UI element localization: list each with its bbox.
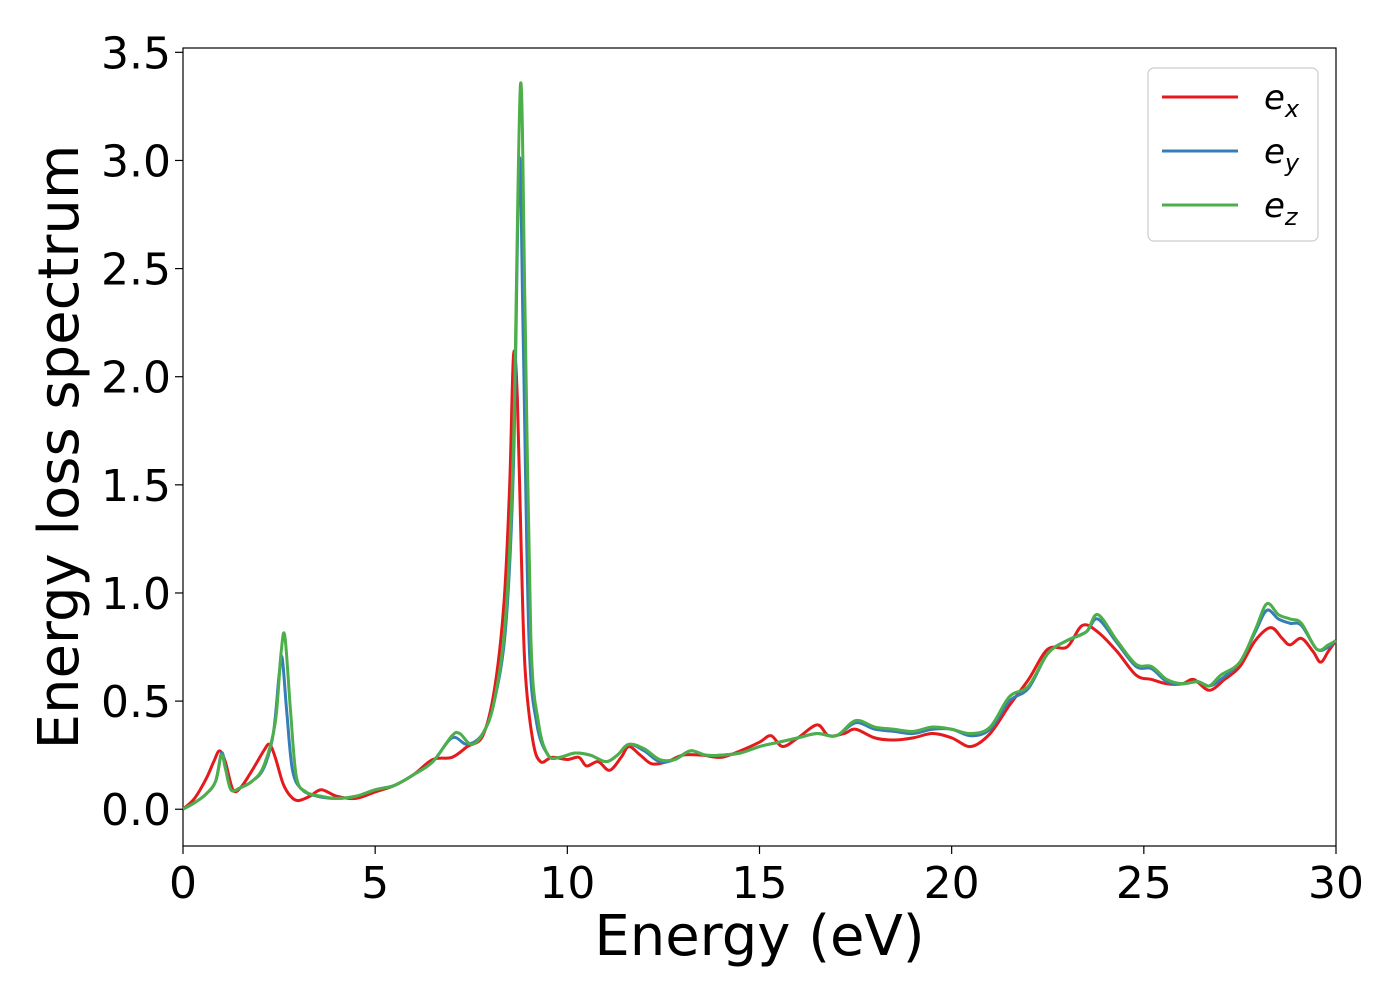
x-tick-label: 15: [732, 858, 788, 909]
legend-label-x: ex: [1264, 78, 1300, 123]
legend-label-z: ez: [1264, 186, 1299, 231]
y-tick-label: 0.5: [101, 677, 171, 728]
x-tick-label: 10: [539, 858, 595, 909]
x-tick-label: 20: [924, 858, 980, 909]
y-tick-label: 3.5: [101, 28, 171, 79]
series-layer: [181, 81, 1338, 811]
legend: ex ey ez: [1147, 67, 1319, 242]
y-tick-label: 1.0: [101, 569, 171, 620]
y-tick-label: 1.5: [101, 461, 171, 512]
series-line-x: [181, 349, 1338, 811]
x-axis-ticks: 0 5 10 15 20 25 30: [169, 846, 1364, 909]
series-line-z: [182, 81, 1337, 811]
y-axis-title: Energy loss spectrum: [27, 145, 92, 750]
x-tick-label: 0: [169, 858, 197, 909]
legend-label-y: ey: [1264, 132, 1300, 177]
legend-box: [1147, 67, 1319, 242]
x-tick-label: 30: [1308, 858, 1364, 909]
legend-items: ex ey ez: [1162, 78, 1300, 231]
x-tick-label: 5: [361, 858, 389, 909]
y-tick-label: 2.5: [101, 245, 171, 296]
x-axis-title: Energy (eV): [594, 904, 924, 969]
series-line-y: [182, 156, 1338, 811]
y-tick-label: 2.0: [101, 353, 171, 404]
y-tick-label: 3.0: [101, 136, 171, 187]
y-tick-label: 0.0: [101, 785, 171, 836]
x-tick-label: 25: [1116, 858, 1172, 909]
y-axis-ticks: 0.0 0.5 1.0 1.5 2.0 2.5 3.0 3.5: [101, 28, 183, 836]
